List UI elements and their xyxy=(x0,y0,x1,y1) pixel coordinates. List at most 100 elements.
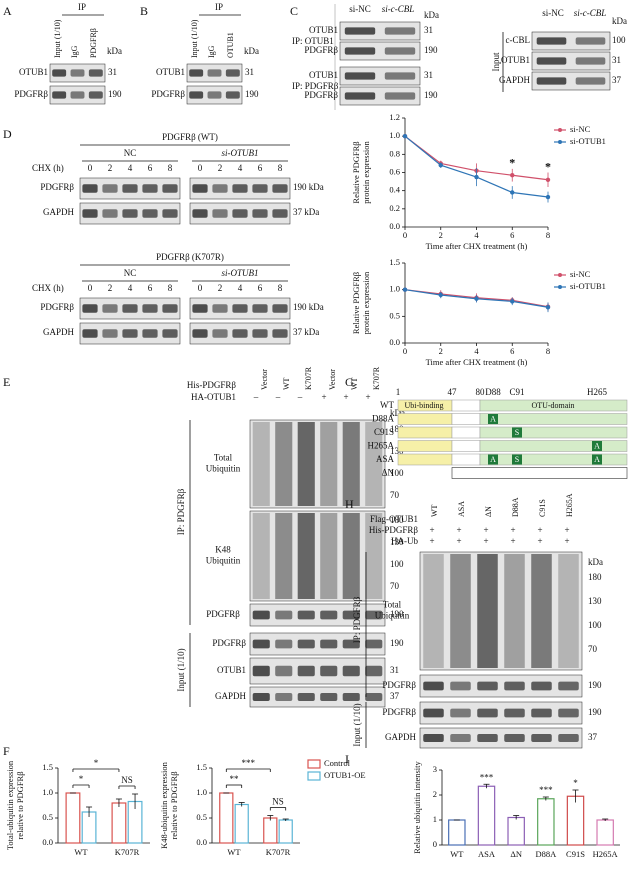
lane-label: WT xyxy=(430,504,439,517)
band xyxy=(320,610,338,620)
y-tick-label: 0.5 xyxy=(42,812,53,822)
significance: *** xyxy=(480,772,494,782)
y-tick-label: 0.0 xyxy=(42,837,53,847)
sign: – xyxy=(253,392,259,402)
input-label: Input (1/10) xyxy=(352,703,362,746)
bar xyxy=(263,817,278,844)
lane-label: Vector xyxy=(260,369,269,390)
significance: * xyxy=(573,778,578,788)
kda: 37 xyxy=(390,691,400,701)
band xyxy=(252,184,268,193)
sign: + xyxy=(343,392,348,402)
band xyxy=(252,304,268,313)
otu-domain xyxy=(479,426,628,439)
point xyxy=(438,163,443,168)
band xyxy=(275,639,293,649)
kda: 190 kDa xyxy=(293,182,324,192)
blot xyxy=(531,71,611,91)
kda: 190 xyxy=(245,89,259,99)
row-label: K48 xyxy=(215,545,231,555)
x-tick-label: ΔN xyxy=(510,849,522,859)
band xyxy=(344,72,376,80)
band xyxy=(342,693,360,701)
y-tick-label: 1.5 xyxy=(42,762,53,772)
band xyxy=(225,91,240,99)
time: 4 xyxy=(238,163,243,173)
row-label: PDGFRβ xyxy=(206,609,240,619)
bar xyxy=(278,819,293,844)
linker xyxy=(451,453,481,466)
band xyxy=(192,304,208,313)
position: 80 xyxy=(476,387,486,397)
legend-label: si-NC xyxy=(570,124,591,134)
band xyxy=(192,184,208,193)
row-label: Total xyxy=(383,600,402,610)
blot xyxy=(419,674,583,698)
blot-title: PDGFRβ (K707R) xyxy=(156,252,224,262)
lane-label: PDGFRβ xyxy=(89,28,98,58)
legend-swatch xyxy=(307,759,321,769)
domain-label: Ubi-binding xyxy=(404,401,443,410)
point xyxy=(402,133,408,139)
band xyxy=(162,184,178,193)
band xyxy=(320,639,338,649)
x-tick-label: ASA xyxy=(478,849,496,859)
time: 0 xyxy=(88,283,93,293)
y-tick-label: 1.5 xyxy=(196,762,207,772)
sign: + xyxy=(365,392,370,402)
smear xyxy=(275,422,293,506)
point xyxy=(438,292,443,298)
kda: 190 kDa xyxy=(293,302,324,312)
position: D88 xyxy=(485,387,501,397)
lane-label: si-c-CBL xyxy=(574,8,607,18)
lane-label: OTUB1 xyxy=(226,32,235,58)
ip-label: IP: PDGFRβ xyxy=(176,488,186,535)
panel-letter: C xyxy=(290,4,298,18)
band xyxy=(52,91,67,99)
band xyxy=(275,665,293,677)
domain-label: OTU-domain xyxy=(531,401,574,410)
band xyxy=(102,304,118,313)
row-label: OTUB1 xyxy=(156,67,185,77)
band xyxy=(82,304,98,313)
y-tick-label: 1.0 xyxy=(389,284,400,294)
unit: kDa xyxy=(588,557,603,567)
band xyxy=(272,329,288,338)
time: 2 xyxy=(218,163,223,173)
panel-letter: H xyxy=(345,497,354,511)
kda: 190 xyxy=(588,707,602,717)
band xyxy=(207,69,222,77)
band xyxy=(344,47,376,55)
ubi-domain xyxy=(397,413,453,425)
row-label: OTUB1 xyxy=(309,25,338,35)
sign: + xyxy=(321,392,326,402)
row-label: PDGFRβ xyxy=(14,89,48,99)
band xyxy=(342,665,360,677)
band xyxy=(252,693,270,701)
sign: + xyxy=(483,536,488,546)
sign: + xyxy=(483,525,488,535)
treatment: HA-OTUB1 xyxy=(191,392,236,402)
band xyxy=(575,57,606,65)
legend-label: si-OTUB1 xyxy=(570,281,606,291)
band xyxy=(531,734,552,742)
band xyxy=(52,69,67,77)
linker xyxy=(451,413,481,425)
band xyxy=(88,91,103,99)
smear xyxy=(275,513,293,599)
band xyxy=(536,77,567,85)
x-tick-label: 8 xyxy=(546,346,550,356)
band xyxy=(365,693,383,701)
header: IP xyxy=(215,2,223,12)
kda: 190 xyxy=(424,45,438,55)
x-tick-label: 4 xyxy=(474,346,479,356)
smear xyxy=(320,422,338,506)
y-axis-title: relative to PDGFRβ xyxy=(169,771,179,839)
row-label: D88A xyxy=(372,414,394,424)
band xyxy=(531,708,552,718)
row-label: OTUB1 xyxy=(19,67,48,77)
x-tick-label: K707R xyxy=(266,847,291,857)
lane-label: WT xyxy=(350,377,359,390)
band xyxy=(536,37,567,45)
